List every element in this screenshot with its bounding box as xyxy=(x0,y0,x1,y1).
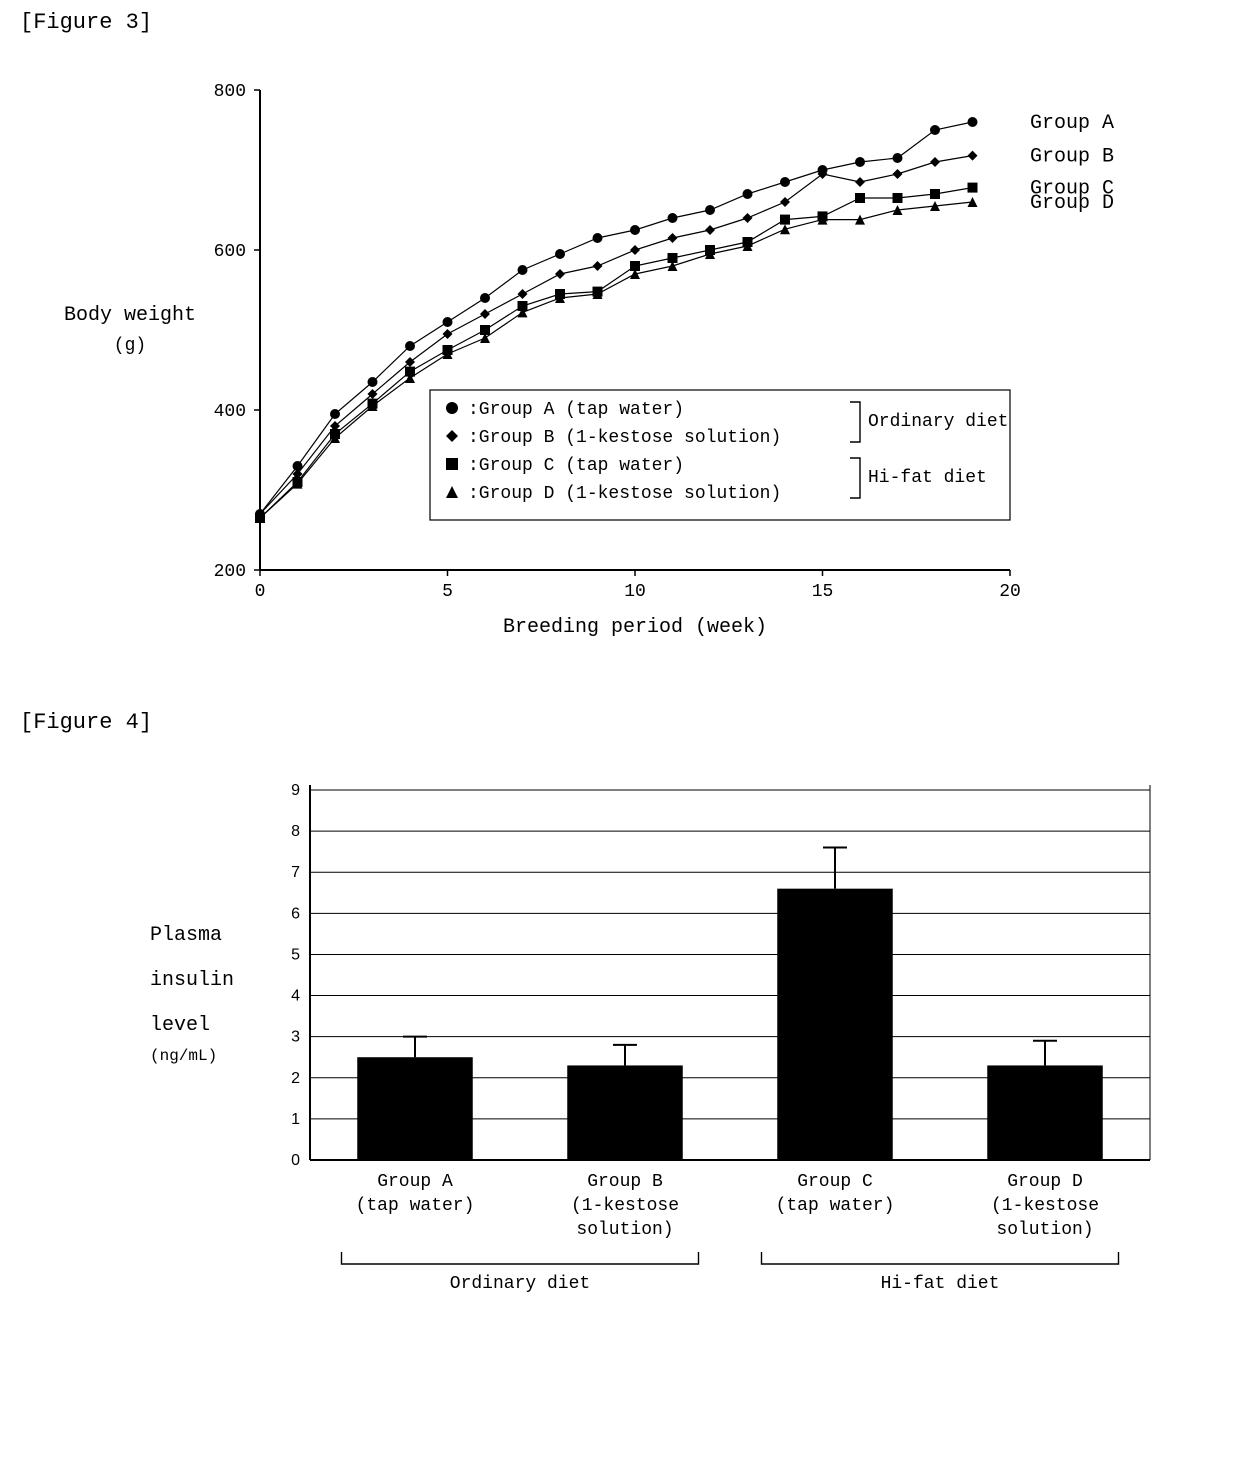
svg-text:Group A: Group A xyxy=(1030,112,1114,135)
svg-text:10: 10 xyxy=(624,582,646,602)
svg-text:Ordinary diet: Ordinary diet xyxy=(450,1274,590,1294)
figure-4-title: [Figure 4] xyxy=(20,710,152,735)
svg-text:9: 9 xyxy=(291,782,300,799)
svg-text:solution): solution) xyxy=(576,1220,673,1240)
svg-text:(ng/mL): (ng/mL) xyxy=(150,1047,217,1065)
svg-text:(1-kestose: (1-kestose xyxy=(991,1196,1099,1216)
figure-3-chart: 200 400 600 800 0 5 10 15 20 Body weight (g) Breedi… xyxy=(0,50,1240,690)
svg-text:Hi-fat diet: Hi-fat diet xyxy=(881,1274,1000,1294)
svg-text:5: 5 xyxy=(442,582,453,602)
figure-3-title: [Figure 3] xyxy=(20,10,152,35)
svg-text::Group A (tap water): :Group A (tap water) xyxy=(468,400,684,420)
svg-text:Group D: Group D xyxy=(1030,192,1114,215)
svg-text:solution): solution) xyxy=(996,1220,1093,1240)
svg-text:15: 15 xyxy=(812,582,834,602)
svg-text:Group A: Group A xyxy=(377,1172,453,1192)
svg-text:(1-kestose: (1-kestose xyxy=(571,1196,679,1216)
svg-text:Group B: Group B xyxy=(1030,146,1114,169)
svg-text:Hi-fat diet: Hi-fat diet xyxy=(868,468,987,488)
svg-text:0: 0 xyxy=(291,1152,300,1169)
svg-text:5: 5 xyxy=(291,946,300,963)
svg-text:(g): (g) xyxy=(114,336,146,356)
svg-text:0: 0 xyxy=(255,582,266,602)
svg-text:200: 200 xyxy=(214,562,246,582)
svg-text:Group D: Group D xyxy=(1007,1172,1083,1192)
svg-text::Group D (1-kestose solution): :Group D (1-kestose solution) xyxy=(468,484,781,504)
svg-text::Group C (tap water): :Group C (tap water) xyxy=(468,456,684,476)
svg-text:Ordinary diet: Ordinary diet xyxy=(868,412,1008,432)
svg-text:2: 2 xyxy=(291,1070,300,1087)
svg-text:4: 4 xyxy=(291,988,300,1005)
svg-text:8: 8 xyxy=(291,823,300,840)
svg-text:insulin: insulin xyxy=(150,969,234,992)
svg-text:Body weight: Body weight xyxy=(64,304,196,327)
svg-text:800: 800 xyxy=(214,82,246,102)
figure-4-svg: 0 1 2 3 4 5 6 7 8 9 Plasma insulin level (ng/mL) Group… xyxy=(0,760,1240,1440)
svg-text:400: 400 xyxy=(214,402,246,422)
figure-3-svg: 200 400 600 800 0 5 10 15 20 Body weight (g) Breedi… xyxy=(0,50,1240,690)
svg-text:6: 6 xyxy=(291,905,300,922)
figure-4-chart: 0 1 2 3 4 5 6 7 8 9 Plasma insulin level (ng/mL) Group… xyxy=(0,760,1240,1440)
svg-text::Group B (1-kestose solution): :Group B (1-kestose solution) xyxy=(468,428,781,448)
svg-text:(tap water): (tap water) xyxy=(776,1196,895,1216)
svg-text:Plasma: Plasma xyxy=(150,924,222,947)
svg-text:(tap water): (tap water) xyxy=(356,1196,475,1216)
svg-text:7: 7 xyxy=(291,864,300,881)
page-container: [Figure 3] 20040060080005101520Body weig… xyxy=(0,0,1240,1460)
svg-text:Group B: Group B xyxy=(587,1172,663,1192)
svg-text:level: level xyxy=(150,1014,210,1037)
svg-text:1: 1 xyxy=(291,1111,300,1128)
svg-text:3: 3 xyxy=(291,1029,300,1046)
svg-text:Breeding period (week): Breeding period (week) xyxy=(503,616,767,639)
svg-text:Group C: Group C xyxy=(797,1172,873,1192)
svg-text:20: 20 xyxy=(999,582,1021,602)
svg-text:600: 600 xyxy=(214,242,246,262)
